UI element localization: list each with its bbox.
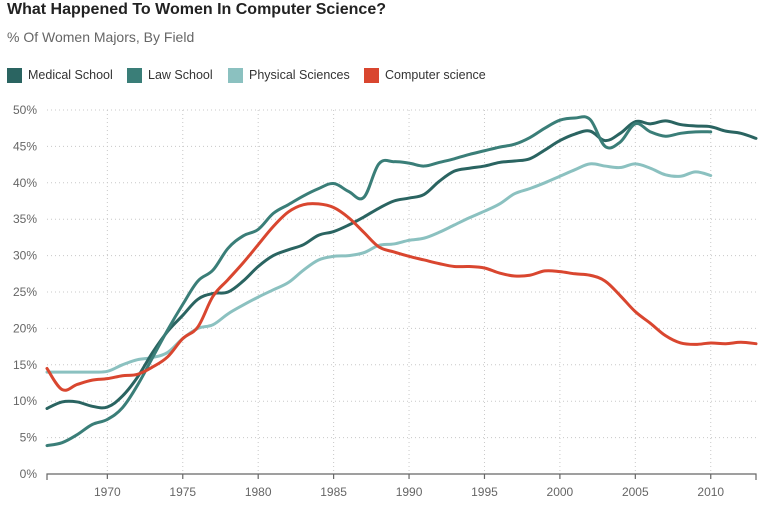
chart-subtitle: % Of Women Majors, By Field bbox=[7, 29, 195, 45]
legend-label: Medical School bbox=[28, 68, 113, 82]
x-tick-label: 1995 bbox=[471, 485, 498, 499]
legend-swatch-physical-sciences bbox=[228, 67, 243, 83]
legend-item-law-school[interactable]: Law School bbox=[127, 66, 213, 84]
x-axis bbox=[46, 473, 757, 480]
x-tick-label: 1975 bbox=[169, 485, 196, 499]
series-line-law-school bbox=[45, 115, 713, 448]
chart-title: What Happened To Women In Computer Scien… bbox=[7, 1, 386, 18]
x-tick-label: 1980 bbox=[245, 485, 272, 499]
legend-label: Computer science bbox=[385, 68, 486, 82]
legend-label: Physical Sciences bbox=[249, 68, 350, 82]
legend-swatch-law-school bbox=[127, 67, 142, 83]
legend-swatch-computer-science bbox=[364, 67, 379, 83]
x-tick-label: 2010 bbox=[697, 485, 724, 499]
legend-label: Law School bbox=[148, 68, 213, 82]
legend: Medical School Law School Physical Scien… bbox=[0, 66, 777, 84]
x-tick-label: 1970 bbox=[94, 485, 121, 499]
series-lines bbox=[45, 115, 758, 448]
x-tick-label: 1990 bbox=[396, 485, 423, 499]
x-tick-label: 1985 bbox=[320, 485, 347, 499]
y-tick-label: 50% bbox=[13, 103, 37, 117]
legend-item-physical-sciences[interactable]: Physical Sciences bbox=[228, 66, 350, 84]
x-tick-label: 2000 bbox=[547, 485, 574, 499]
y-tick-label: 15% bbox=[13, 358, 37, 372]
y-tick-label: 0% bbox=[20, 467, 38, 481]
series-line-physical-sciences bbox=[45, 162, 713, 374]
y-tick-label: 5% bbox=[20, 431, 38, 445]
legend-swatch-medical-school bbox=[7, 67, 22, 83]
y-tick-label: 30% bbox=[13, 249, 37, 263]
axes: 0% 5% 10% 15% 20% 25% 30% 35% 40% 45% 50% 1970 1975 1… bbox=[13, 103, 757, 499]
y-tick-label: 40% bbox=[13, 176, 37, 190]
y-tick-label: 25% bbox=[13, 285, 37, 299]
y-tick-label: 35% bbox=[13, 212, 37, 226]
legend-item-computer-science[interactable]: Computer science bbox=[364, 66, 486, 84]
series-line-computer-science bbox=[45, 202, 758, 392]
y-tick-label: 20% bbox=[13, 321, 37, 335]
y-tick-label: 45% bbox=[13, 139, 37, 153]
y-tick-label: 10% bbox=[13, 394, 37, 408]
gridlines bbox=[47, 109, 756, 474]
legend-item-medical-school[interactable]: Medical School bbox=[7, 66, 113, 84]
x-tick-label: 2005 bbox=[622, 485, 649, 499]
